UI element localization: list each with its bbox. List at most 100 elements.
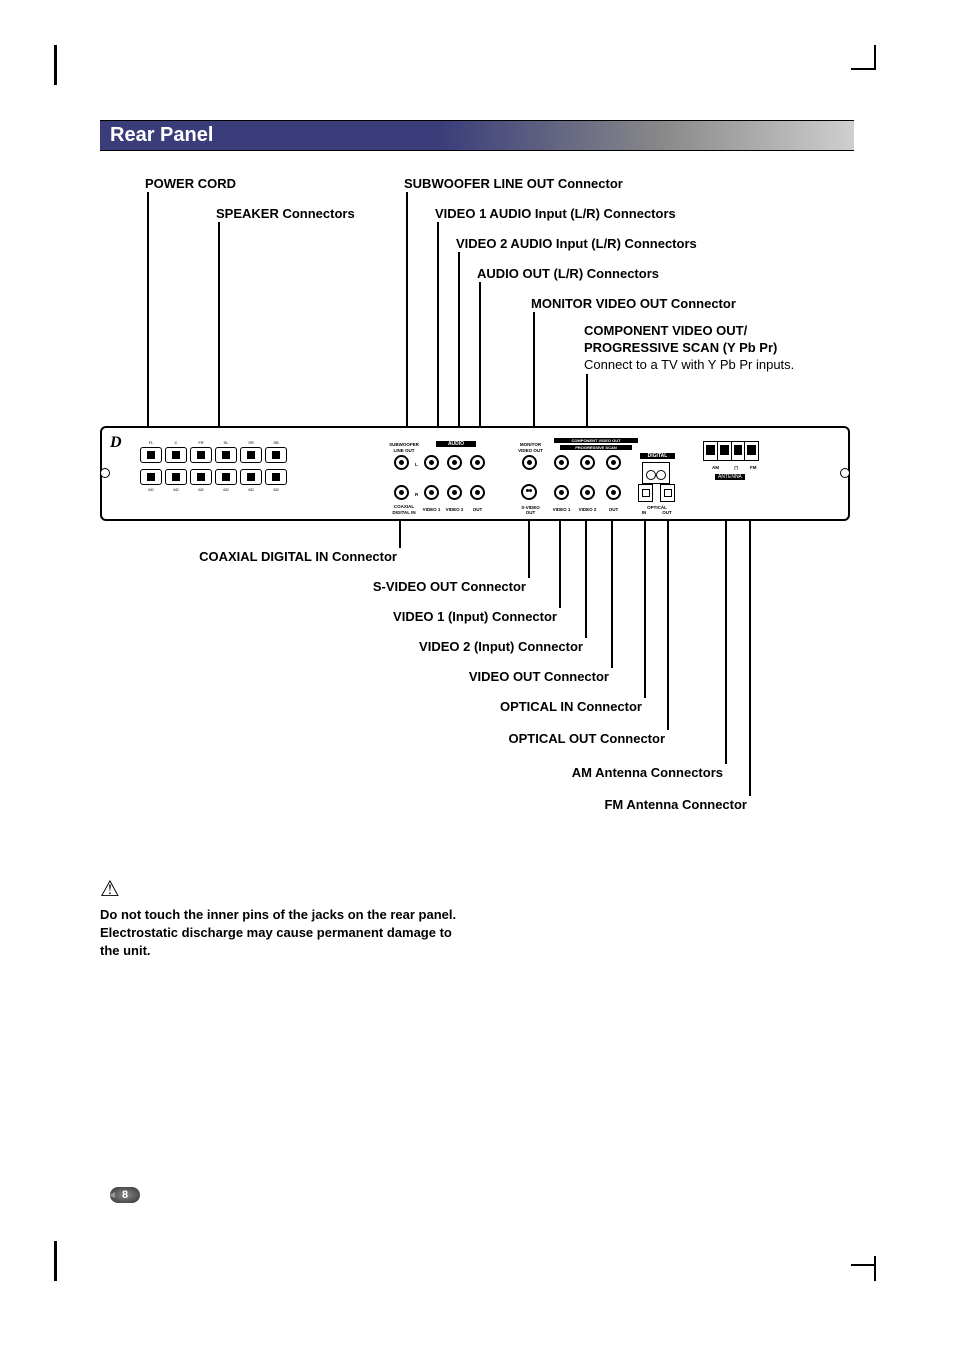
jack-label: FM (750, 465, 757, 470)
warning-icon: ⚠ (100, 876, 854, 902)
jack-label: VIDEO 1 (549, 507, 574, 512)
jack-label: DIGITAL IN (384, 510, 424, 515)
screw-hole (100, 468, 110, 478)
rca-jack (394, 455, 409, 470)
label-video1-audio: VIDEO 1 AUDIO Input (L/R) Connectors (435, 206, 676, 223)
screw-hole (840, 468, 850, 478)
label-subtext: Connect to a TV with Y Pb Pr inputs. (584, 357, 844, 374)
rca-jack (470, 455, 485, 470)
leader-line (399, 521, 401, 548)
label-optical-out: OPTICAL OUT Connector (485, 731, 665, 748)
jack-label: VIDEO 2 (575, 507, 600, 512)
jack-label: OUT (658, 510, 676, 515)
jack-label: VIDEO 1 (419, 507, 444, 512)
leader-line (725, 521, 727, 764)
jack-label: OUT (601, 507, 626, 512)
jack-label: OUT (465, 507, 490, 512)
leader-line (458, 252, 460, 426)
rear-panel-graphic: D FL C FR SL SR SB (100, 426, 850, 521)
speaker-terminal (265, 469, 287, 485)
jack-label: OUT (513, 510, 548, 515)
leader-line (406, 192, 408, 426)
label-text: PROGRESSIVE SCAN (Y Pb Pr) (584, 340, 777, 355)
label-svideo: S-VIDEO OUT Connector (361, 579, 526, 596)
group-label: PROGRESSIVE SCAN (560, 445, 632, 450)
dolby-logo: D (110, 434, 122, 452)
leader-line (437, 222, 439, 426)
rca-jack (554, 485, 569, 500)
rca-jack (447, 485, 462, 500)
leader-line (644, 521, 646, 698)
am-terminal (642, 462, 670, 484)
jack-label: LINE OUT (384, 448, 424, 453)
fm-terminal (703, 441, 759, 461)
speaker-terminals: FL C FR SL SR SB (140, 440, 300, 508)
page-number: 8 (110, 1185, 140, 1203)
jack-label: COAXIAL (384, 504, 424, 509)
label-video2-audio: VIDEO 2 AUDIO Input (L/R) Connectors (456, 236, 697, 253)
jack-label: MONITOR (513, 442, 548, 447)
label-video2-in: VIDEO 2 (Input) Connector (400, 639, 583, 656)
jack-label: SUBWOOFER (384, 442, 424, 447)
speaker-terminal (140, 469, 162, 485)
svideo-jack (521, 484, 537, 500)
label-video-out: VIDEO OUT Connector (456, 669, 609, 686)
crop-mark (851, 68, 876, 70)
rca-jack (394, 485, 409, 500)
fm-icon: ⊓ (734, 465, 739, 472)
speaker-terminal (240, 469, 262, 485)
speaker-ohm-labels: 6Ω 6Ω 6Ω 6Ω 6Ω 6Ω (140, 487, 300, 492)
rca-jack (470, 485, 485, 500)
rca-jack (447, 455, 462, 470)
speaker-terminal (265, 447, 287, 463)
label-component-video: COMPONENT VIDEO OUT/ PROGRESSIVE SCAN (Y… (584, 323, 844, 374)
group-label: AUDIO (436, 441, 476, 447)
jack-label: IN (636, 510, 652, 515)
label-power-cord: POWER CORD (145, 176, 236, 193)
crop-mark (874, 45, 876, 70)
label-text: COMPONENT VIDEO OUT/ (584, 323, 747, 338)
jack-label: R (415, 492, 418, 497)
optical-jack (660, 484, 675, 502)
leader-line (479, 282, 481, 426)
label-video1-in: VIDEO 1 (Input) Connector (378, 609, 557, 626)
jack-label: VIDEO OUT (513, 448, 548, 453)
leader-line (585, 521, 587, 638)
rear-panel-diagram: POWER CORD SPEAKER Connectors SUBWOOFER … (100, 176, 854, 856)
crop-mark (874, 1256, 876, 1281)
speaker-terminal (190, 469, 212, 485)
speaker-terminal (215, 447, 237, 463)
warning-text: Do not touch the inner pins of the jacks… (100, 906, 470, 961)
speaker-terminal (140, 447, 162, 463)
leader-line (749, 521, 751, 796)
rca-jack (554, 455, 569, 470)
leader-line (528, 521, 530, 578)
speaker-terminal (215, 469, 237, 485)
label-optical-in: OPTICAL IN Connector (488, 699, 642, 716)
section-title: Rear Panel (100, 120, 854, 151)
jack-label: L (415, 462, 418, 467)
leader-line (147, 192, 149, 426)
rca-jack (606, 455, 621, 470)
optical-jack (638, 484, 653, 502)
label-audio-out: AUDIO OUT (L/R) Connectors (477, 266, 659, 283)
label-speaker-connectors: SPEAKER Connectors (216, 206, 355, 223)
speaker-channel-labels: FL C FR SL SR SB (140, 440, 300, 445)
label-monitor-video: MONITOR VIDEO OUT Connector (531, 296, 736, 313)
label-subwoofer: SUBWOOFER LINE OUT Connector (404, 176, 623, 193)
jack-label: AM (712, 465, 719, 470)
leader-line (218, 222, 220, 426)
antenna-label: ANTENNA (715, 474, 745, 480)
group-label: DIGITAL (640, 453, 675, 459)
rca-jack (424, 485, 439, 500)
rca-jack (522, 455, 537, 470)
speaker-terminal (165, 447, 187, 463)
speaker-terminal (190, 447, 212, 463)
speaker-terminal (240, 447, 262, 463)
crop-mark (54, 45, 57, 85)
label-coaxial: COAXIAL DIGITAL IN Connector (175, 549, 397, 566)
page-number-badge: 8 (110, 1187, 140, 1203)
jack-label: VIDEO 2 (442, 507, 467, 512)
rca-jack (424, 455, 439, 470)
speaker-terminal (165, 469, 187, 485)
